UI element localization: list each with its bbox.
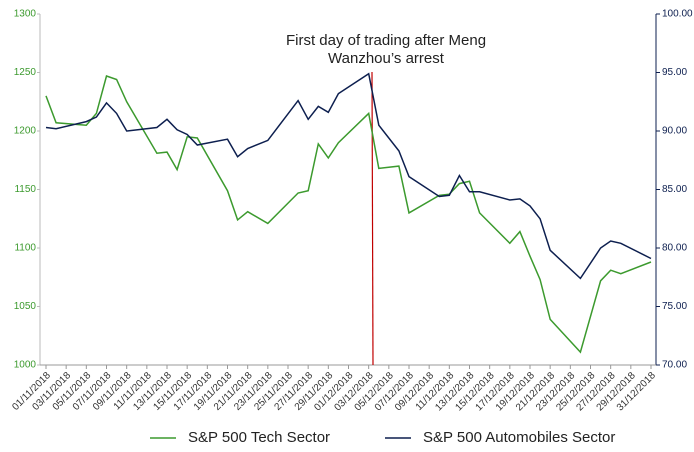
y2-tick-label: 85.00 <box>662 184 687 195</box>
y2-tick-label: 95.00 <box>662 67 687 78</box>
y2-tick-label: 90.00 <box>662 126 687 137</box>
y-tick-label: 1150 <box>14 184 36 195</box>
y-tick-label: 1200 <box>14 126 37 137</box>
legend-label: S&P 500 Automobiles Sector <box>423 429 615 446</box>
annotation-line <box>371 71 374 366</box>
y2-tick-label: 100.00 <box>662 9 693 20</box>
y2-tick-label: 80.00 <box>662 243 687 254</box>
legend-label: S&P 500 Tech Sector <box>188 429 330 446</box>
y-tick-label: 1100 <box>14 243 36 254</box>
annotation: Wanzhou’s arrest <box>328 50 445 67</box>
y-tick-label: 1300 <box>14 9 37 20</box>
y2-tick-label: 75.00 <box>662 301 687 312</box>
y-tick-label: 1250 <box>14 67 37 78</box>
y-tick-label: 1000 <box>14 360 37 371</box>
annotation: First day of trading after Meng <box>286 32 486 49</box>
y-tick-label: 1050 <box>14 301 37 312</box>
series-line <box>45 72 652 280</box>
series-line <box>45 75 652 354</box>
y2-tick-label: 70.00 <box>662 360 687 371</box>
